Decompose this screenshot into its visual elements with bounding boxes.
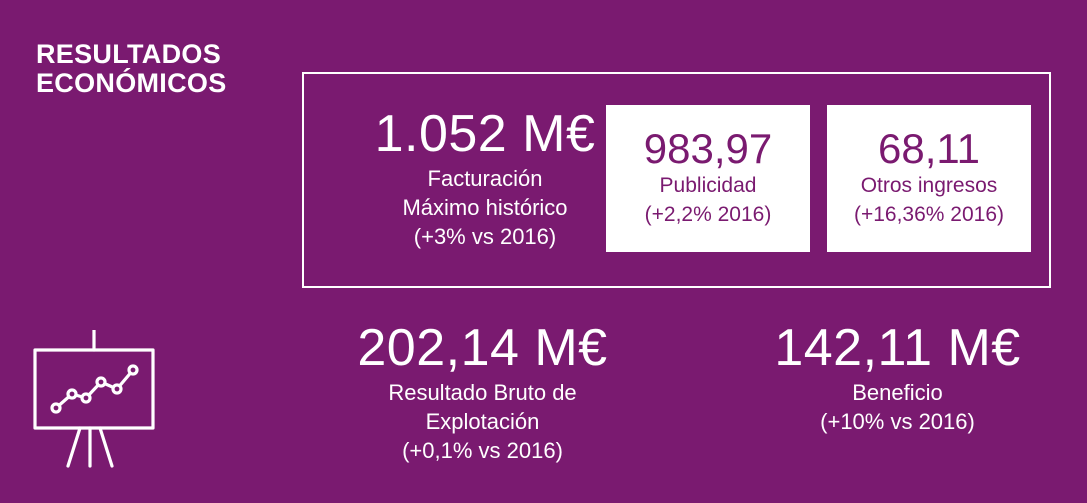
ebitda-change: (+0,1% vs 2016): [402, 438, 563, 463]
title-line-1: RESULTADOS: [36, 39, 221, 69]
revenue-note: Máximo histórico: [402, 195, 568, 220]
advertising-label: Publicidad: [659, 174, 757, 197]
revenue-label: Facturación: [427, 166, 543, 191]
other-income-card: 68,11 Otros ingresos (+16,36% 2016): [827, 105, 1031, 252]
revenue-box: [302, 72, 1051, 288]
ebitda-metric: 202,14 M€ Resultado Bruto de Explotación…: [320, 318, 645, 465]
other-income-label: Otros ingresos: [860, 174, 998, 197]
revenue-metric: 1.052 M€ Facturación Máximo histórico (+…: [310, 104, 660, 251]
revenue-change: (+3% vs 2016): [413, 224, 557, 249]
advertising-change: (+2,2% 2016): [644, 203, 772, 226]
ebitda-label-line-1: Resultado Bruto de: [388, 380, 577, 405]
presentation-chart-icon: [33, 330, 155, 468]
ebitda-value: 202,14 M€: [357, 319, 608, 377]
advertising-value: 983,97: [643, 125, 773, 172]
profit-value: 142,11 M€: [774, 319, 1021, 377]
title-line-2: ECONÓMICOS: [36, 68, 227, 98]
other-income-value: 68,11: [878, 125, 980, 172]
profit-label: Beneficio: [852, 380, 943, 405]
advertising-card: 983,97 Publicidad (+2,2% 2016): [606, 105, 810, 252]
other-income-change: (+16,36% 2016): [853, 203, 1005, 226]
profit-metric: 142,11 M€ Beneficio (+10% vs 2016): [735, 318, 1060, 436]
ebitda-label-line-2: Explotación: [425, 409, 540, 434]
profit-change: (+10% vs 2016): [820, 409, 975, 434]
section-title: RESULTADOS ECONÓMICOS: [36, 40, 227, 98]
revenue-value: 1.052 M€: [374, 105, 596, 163]
